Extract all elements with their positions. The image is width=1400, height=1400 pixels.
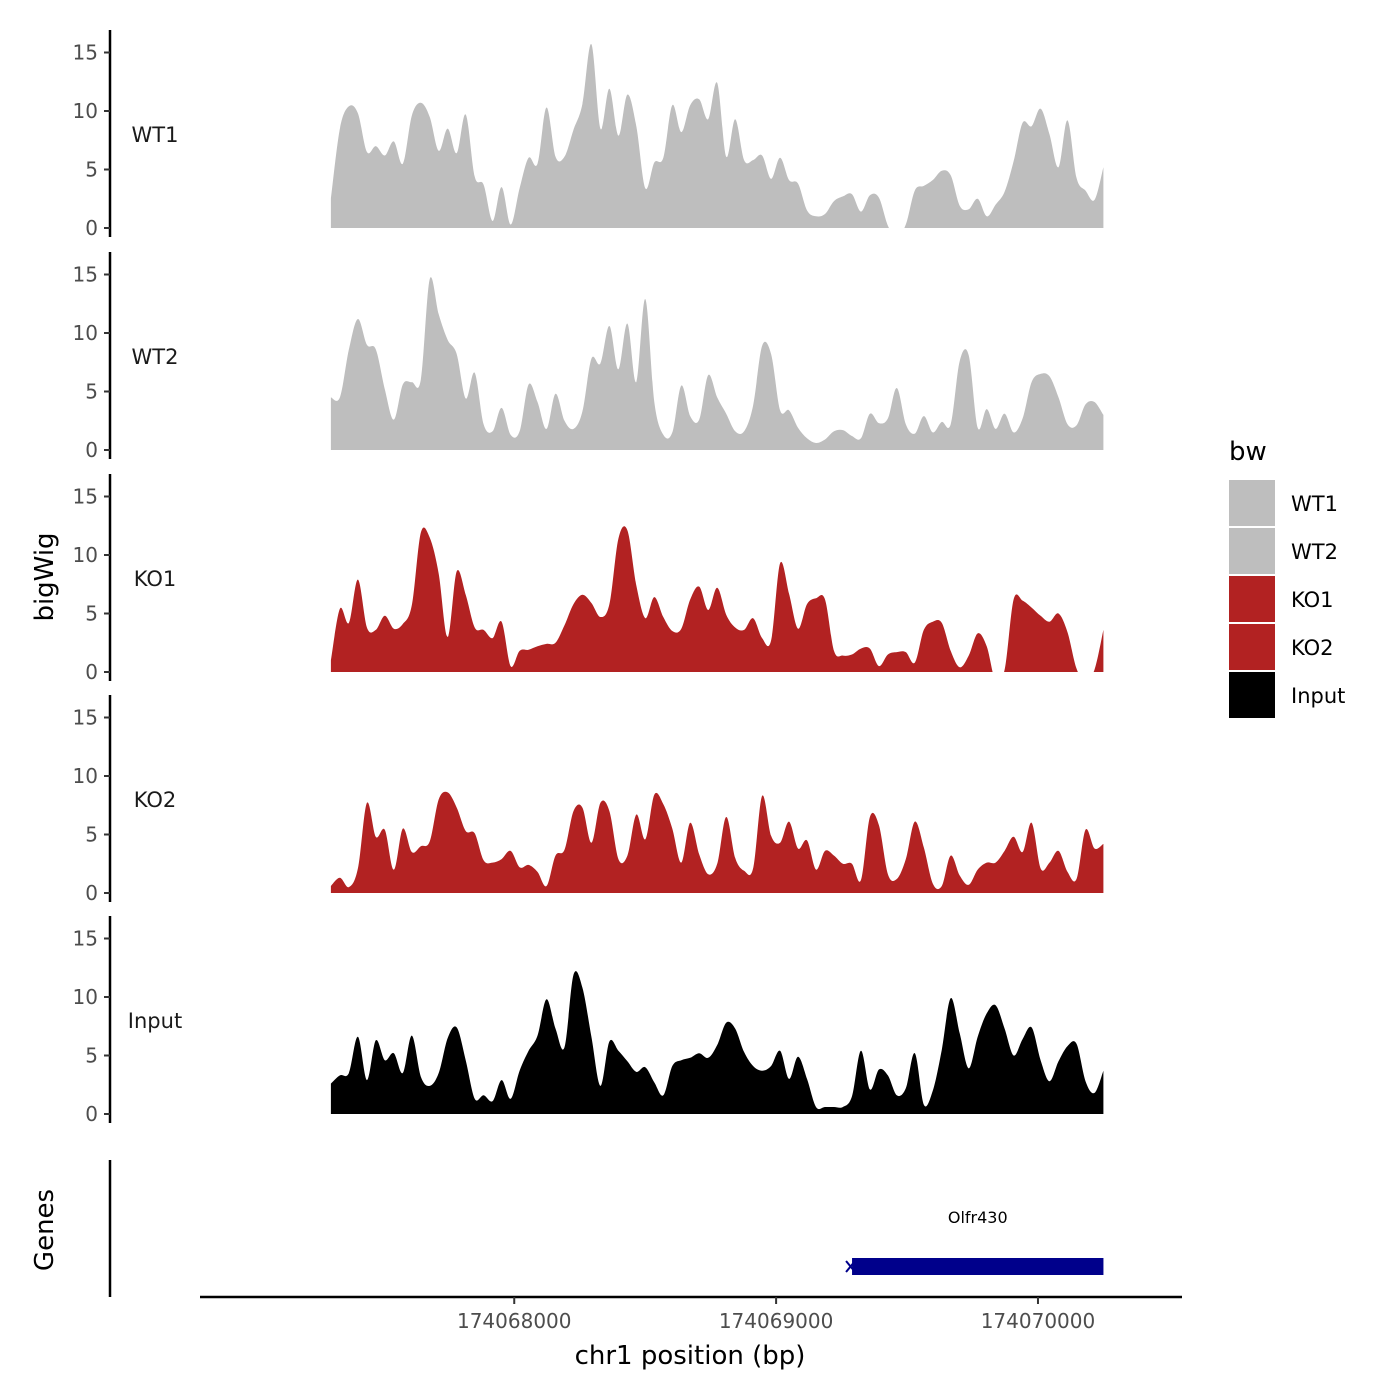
track-wt2: 0 5 10 15 WT2 [73, 252, 1104, 462]
x-tick-label: 174070000 [981, 1309, 1096, 1333]
legend-title: bw [1229, 437, 1267, 467]
y-tick-label: 0 [85, 438, 98, 462]
legend-label: WT1 [1291, 492, 1338, 516]
legend-item-wt1: WT1 [1229, 480, 1338, 526]
x-axis: 174068000 174069000 174070000 [200, 1295, 1182, 1333]
legend-item-wt2: WT2 [1229, 528, 1338, 574]
legend-label: KO1 [1291, 588, 1334, 612]
y-tick-label: 5 [85, 1044, 98, 1068]
gene-body [852, 1258, 1104, 1275]
track-label-input: Input [128, 1009, 182, 1033]
y-tick-label: 10 [73, 764, 98, 788]
track-ko1: 0 5 10 15 KO1 [73, 474, 1104, 684]
y-tick-label: 0 [85, 660, 98, 684]
y-tick-label: 5 [85, 823, 98, 847]
gene-olfr430: Olfr430 [845, 1208, 1104, 1275]
legend-label: KO2 [1291, 636, 1334, 660]
y-tick-label: 0 [85, 1102, 98, 1126]
genes-panel: Olfr430 [108, 1160, 1104, 1297]
y-tick-label: 15 [73, 706, 98, 730]
area-ko1 [330, 526, 1104, 672]
area-wt1 [330, 44, 1104, 228]
x-tick-label: 174069000 [719, 1309, 834, 1333]
y-axis-title: bigWig [30, 532, 60, 621]
legend-swatch [1229, 576, 1275, 622]
y-tick-label: 15 [73, 485, 98, 509]
y-tick-label: 5 [85, 158, 98, 182]
x-axis-title: chr1 position (bp) [575, 1341, 806, 1371]
legend: bw WT1 WT2 KO1 KO2 Input [1229, 437, 1345, 718]
legend-item-input: Input [1229, 672, 1345, 718]
legend-label: WT2 [1291, 540, 1338, 564]
gene-label: Olfr430 [948, 1208, 1008, 1227]
track-wt1: 0 5 10 15 WT1 [73, 30, 1104, 240]
y-tick-label: 0 [85, 881, 98, 905]
y-tick-label: 10 [73, 985, 98, 1009]
legend-item-ko2: KO2 [1229, 624, 1334, 670]
legend-items: WT1 WT2 KO1 KO2 Input [1229, 480, 1345, 718]
legend-label: Input [1291, 684, 1345, 708]
genes-axis-title: Genes [30, 1189, 60, 1271]
track-label-wt1: WT1 [132, 123, 179, 147]
y-tick-label: 5 [85, 602, 98, 626]
area-ko2 [330, 791, 1104, 893]
track-ko2: 0 5 10 15 KO2 [73, 695, 1104, 905]
area-wt2 [330, 277, 1104, 450]
track-label-ko2: KO2 [134, 788, 177, 812]
track-label-ko1: KO1 [134, 567, 177, 591]
legend-swatch [1229, 528, 1275, 574]
y-tick-label: 10 [73, 543, 98, 567]
track-input: 0 5 10 15 Input [73, 916, 1104, 1126]
gene-strand-marker [845, 1260, 856, 1273]
y-tick-label: 5 [85, 380, 98, 404]
legend-swatch [1229, 672, 1275, 718]
y-tick-label: 10 [73, 99, 98, 123]
y-tick-label: 0 [85, 216, 98, 240]
y-tick-label: 15 [73, 263, 98, 287]
y-tick-label: 15 [73, 927, 98, 951]
y-tick-label: 10 [73, 321, 98, 345]
tracks-area: 0 5 10 15 WT1 0 5 10 15 WT2 0 5 10 15 KO1 0 5 10 15 KO2 0 5 10… [73, 30, 1104, 1126]
y-tick-label: 15 [73, 41, 98, 65]
track-label-wt2: WT2 [132, 345, 179, 369]
legend-swatch [1229, 624, 1275, 670]
legend-item-ko1: KO1 [1229, 576, 1334, 622]
legend-swatch [1229, 480, 1275, 526]
area-input [330, 971, 1104, 1114]
x-tick-label: 174068000 [457, 1309, 572, 1333]
